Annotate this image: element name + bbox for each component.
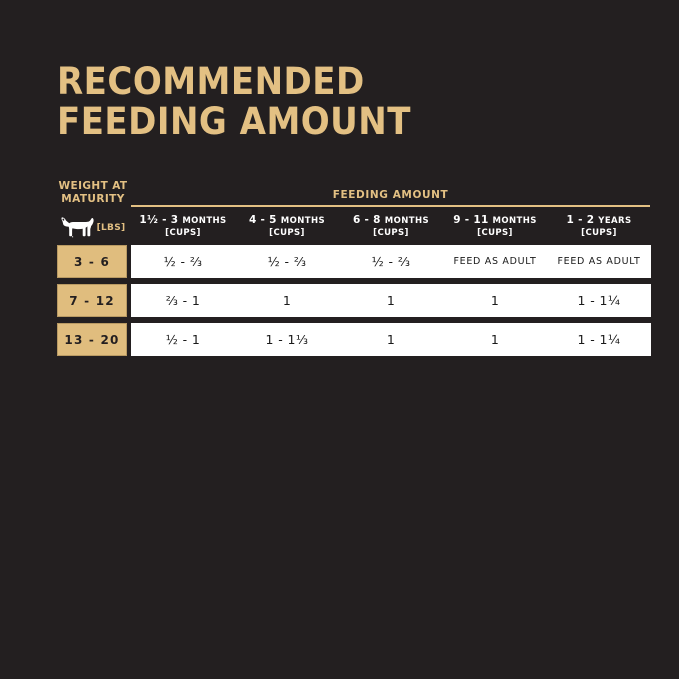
feeding-amount-cell: ½ - ⅔ xyxy=(339,245,443,278)
feeding-amount-cell: FEED AS ADULT xyxy=(547,245,651,278)
weight-at-maturity-label: WEIGHT AT MATURITY xyxy=(57,180,129,205)
feeding-amount-cell: ½ - 1 xyxy=(131,323,235,356)
column-header-range-4: 9 - 11 MONTHS xyxy=(453,214,537,226)
feeding-amount-cell: 1 xyxy=(339,284,443,317)
column-header-range-1: 1½ - 3 MONTHS xyxy=(139,214,227,226)
weight-cell: 13 - 20 xyxy=(57,323,127,356)
column-header-5: 1 - 2 YEARS [CUPS] xyxy=(547,214,651,238)
feeding-amount-cell: 1 - 1¼ xyxy=(547,284,651,317)
feeding-amount-cell: 1 - 1¼ xyxy=(547,323,651,356)
weight-cell: 3 - 6 xyxy=(57,245,127,278)
feeding-amount-cell: FEED AS ADULT xyxy=(443,245,547,278)
column-header-unit-4: [CUPS] xyxy=(477,228,513,238)
feeding-amount-cell: 1 xyxy=(443,323,547,356)
feeding-amount-divider xyxy=(131,205,650,207)
column-header-unit-1: [CUPS] xyxy=(165,228,201,238)
column-header-unit-3: [CUPS] xyxy=(373,228,409,238)
dog-silhouette-icon xyxy=(61,216,94,238)
feeding-amount-cell: 1 xyxy=(443,284,547,317)
column-header-unit-2: [CUPS] xyxy=(269,228,305,238)
feeding-amount-header: FEEDING AMOUNT xyxy=(332,189,449,201)
feeding-amount-cell: 1 - 1⅓ xyxy=(235,323,339,356)
column-header-range-5: 1 - 2 YEARS xyxy=(566,214,632,226)
column-header-range-2: 4 - 5 MONTHS xyxy=(249,214,325,226)
column-header-3: 6 - 8 MONTHS [CUPS] xyxy=(339,214,443,238)
column-header-unit-5: [CUPS] xyxy=(581,228,617,238)
page-title: RECOMMENDED FEEDING AMOUNT xyxy=(57,62,617,142)
weight-at-maturity-line-1: WEIGHT AT xyxy=(58,180,128,192)
page-title-line-2: FEEDING AMOUNT xyxy=(57,100,411,143)
feeding-amount-cell: ½ - ⅔ xyxy=(131,245,235,278)
column-header-1: 1½ - 3 MONTHS [CUPS] xyxy=(131,214,235,238)
feeding-amount-cell: 1 xyxy=(235,284,339,317)
feeding-amount-cell: ½ - ⅔ xyxy=(235,245,339,278)
feeding-amount-cell: ⅔ - 1 xyxy=(131,284,235,317)
weight-unit-header: [LBS] xyxy=(57,212,129,242)
feeding-amount-cell: 1 xyxy=(339,323,443,356)
weight-at-maturity-line-2: MATURITY xyxy=(61,192,125,205)
lbs-unit-label: [LBS] xyxy=(96,223,126,233)
column-header-range-3: 6 - 8 MONTHS xyxy=(353,214,429,226)
weight-cell: 7 - 12 xyxy=(57,284,127,317)
page-title-line-1: RECOMMENDED xyxy=(57,60,365,103)
column-header-4: 9 - 11 MONTHS [CUPS] xyxy=(443,214,547,238)
column-header-2: 4 - 5 MONTHS [CUPS] xyxy=(235,214,339,238)
